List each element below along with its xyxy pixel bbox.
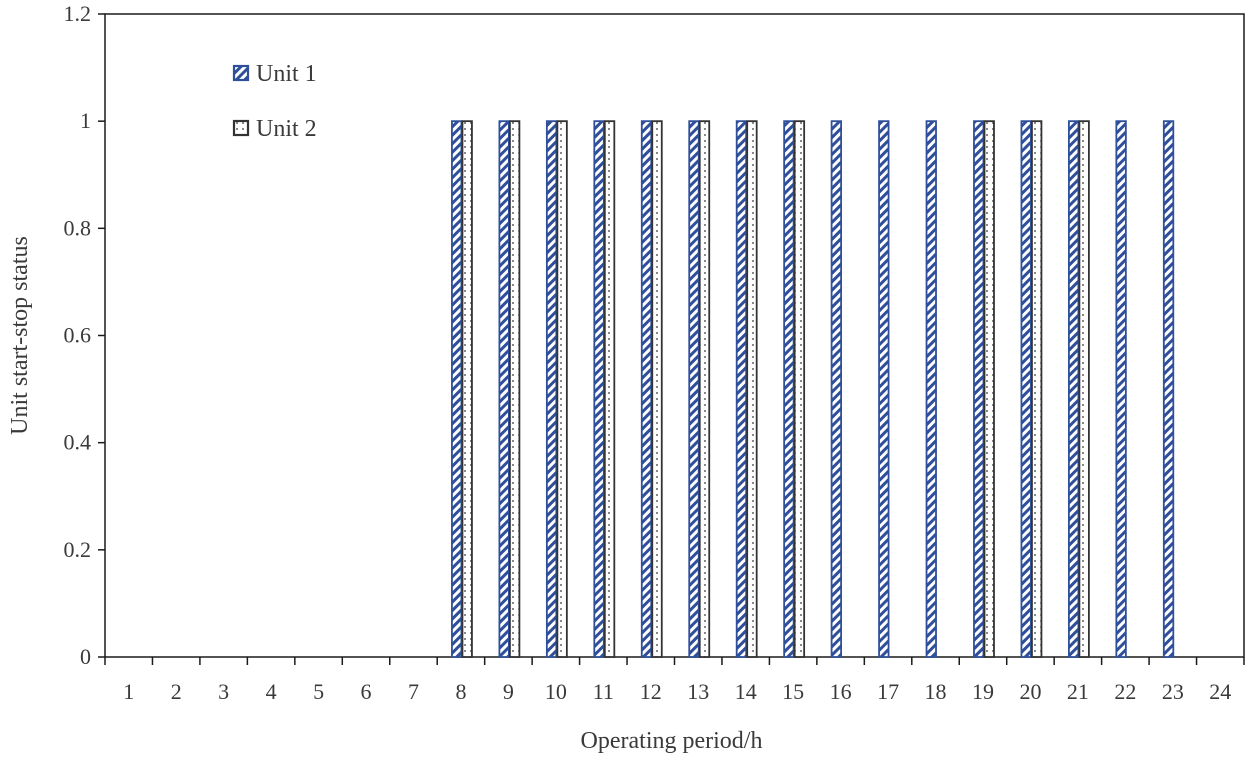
bar-unit-1-12 [640, 120, 653, 658]
bar-unit-1-10 [545, 120, 558, 658]
tick-labels: 00.20.40.60.811.21 2 3 4 5 6 7 8 9 10 11 12 13 14 15 16… [7, 1, 1231, 754]
bar-unit-2-15 [793, 120, 806, 658]
y-tick-label: 0 [80, 644, 91, 669]
x-tick-label: 1 [123, 679, 134, 704]
x-tick-label: 19 [972, 679, 994, 704]
x-tick-label: 9 [503, 679, 514, 704]
bar-unit-1-8 [451, 120, 463, 658]
x-tick-label: 12 [640, 679, 662, 704]
x-tick-label: 6 [361, 679, 372, 704]
bar-unit-1-9 [498, 120, 510, 658]
bar-unit-2-13 [698, 120, 711, 658]
x-tick-label: 11 [593, 679, 614, 704]
axes [98, 13, 1245, 665]
y-axis-title: Unit start-stop status [7, 236, 33, 435]
bar-unit-2-19 [983, 120, 995, 658]
x-tick-label: 14 [735, 679, 757, 704]
x-tick-label: 17 [877, 679, 899, 704]
legend-label-2: Unit 2 [256, 116, 317, 142]
x-tick-label: 5 [313, 679, 324, 704]
x-tick-label: 20 [1019, 679, 1041, 704]
y-tick-label: 1.2 [64, 1, 92, 26]
x-tick-label: 10 [545, 679, 567, 704]
bar-unit-2-10 [556, 120, 568, 658]
bar-unit-1-21 [1067, 120, 1080, 658]
bar-unit-2-21 [1078, 120, 1090, 658]
bar-unit-1-17 [878, 120, 890, 658]
bar-unit-2-11 [603, 120, 616, 658]
bar-unit-1-16 [830, 120, 843, 658]
x-tick-label: 18 [925, 679, 947, 704]
bars [451, 120, 1175, 658]
bar-unit-1-14 [735, 120, 748, 658]
legend-swatch-1 [232, 64, 250, 82]
bar-unit-1-13 [688, 120, 700, 658]
y-tick-label: 0.4 [64, 430, 92, 455]
bar-unit-2-14 [746, 120, 758, 658]
x-tick-label: 13 [687, 679, 709, 704]
bar-unit-2-9 [508, 120, 521, 658]
bar-unit-1-15 [783, 120, 795, 658]
x-tick-label: 8 [455, 679, 466, 704]
y-tick-label: 1 [80, 108, 91, 133]
x-tick-label: 3 [218, 679, 229, 704]
bar-unit-2-8 [461, 120, 473, 658]
bar-unit-2-20 [1031, 120, 1043, 658]
x-tick-label: 21 [1067, 679, 1089, 704]
x-tick-label: 16 [830, 679, 852, 704]
x-tick-label: 23 [1162, 679, 1184, 704]
bar-unit-1-18 [925, 120, 937, 658]
x-tick-label: 22 [1114, 679, 1136, 704]
bar-unit-1-19 [973, 120, 985, 658]
bar-unit-1-11 [593, 120, 605, 658]
y-tick-label: 0.8 [64, 215, 92, 240]
x-tick-label: 2 [171, 679, 182, 704]
bar-unit-1-20 [1020, 120, 1032, 658]
x-tick-label: 15 [782, 679, 804, 704]
legend-swatch-2 [232, 119, 250, 137]
bar-unit-1-23 [1162, 120, 1175, 658]
y-tick-label: 0.6 [64, 323, 92, 348]
x-axis-title: Operating period/h [581, 728, 763, 754]
x-tick-label: 7 [408, 679, 419, 704]
x-tick-label: 24 [1209, 679, 1231, 704]
legend-label-1: Unit 1 [256, 61, 317, 87]
legend: Unit 1 Unit 2 [232, 61, 317, 142]
bar-unit-1-22 [1115, 120, 1127, 658]
y-tick-label: 0.2 [64, 537, 92, 562]
x-tick-label: 4 [266, 679, 277, 704]
bar-unit-2-12 [651, 120, 663, 658]
